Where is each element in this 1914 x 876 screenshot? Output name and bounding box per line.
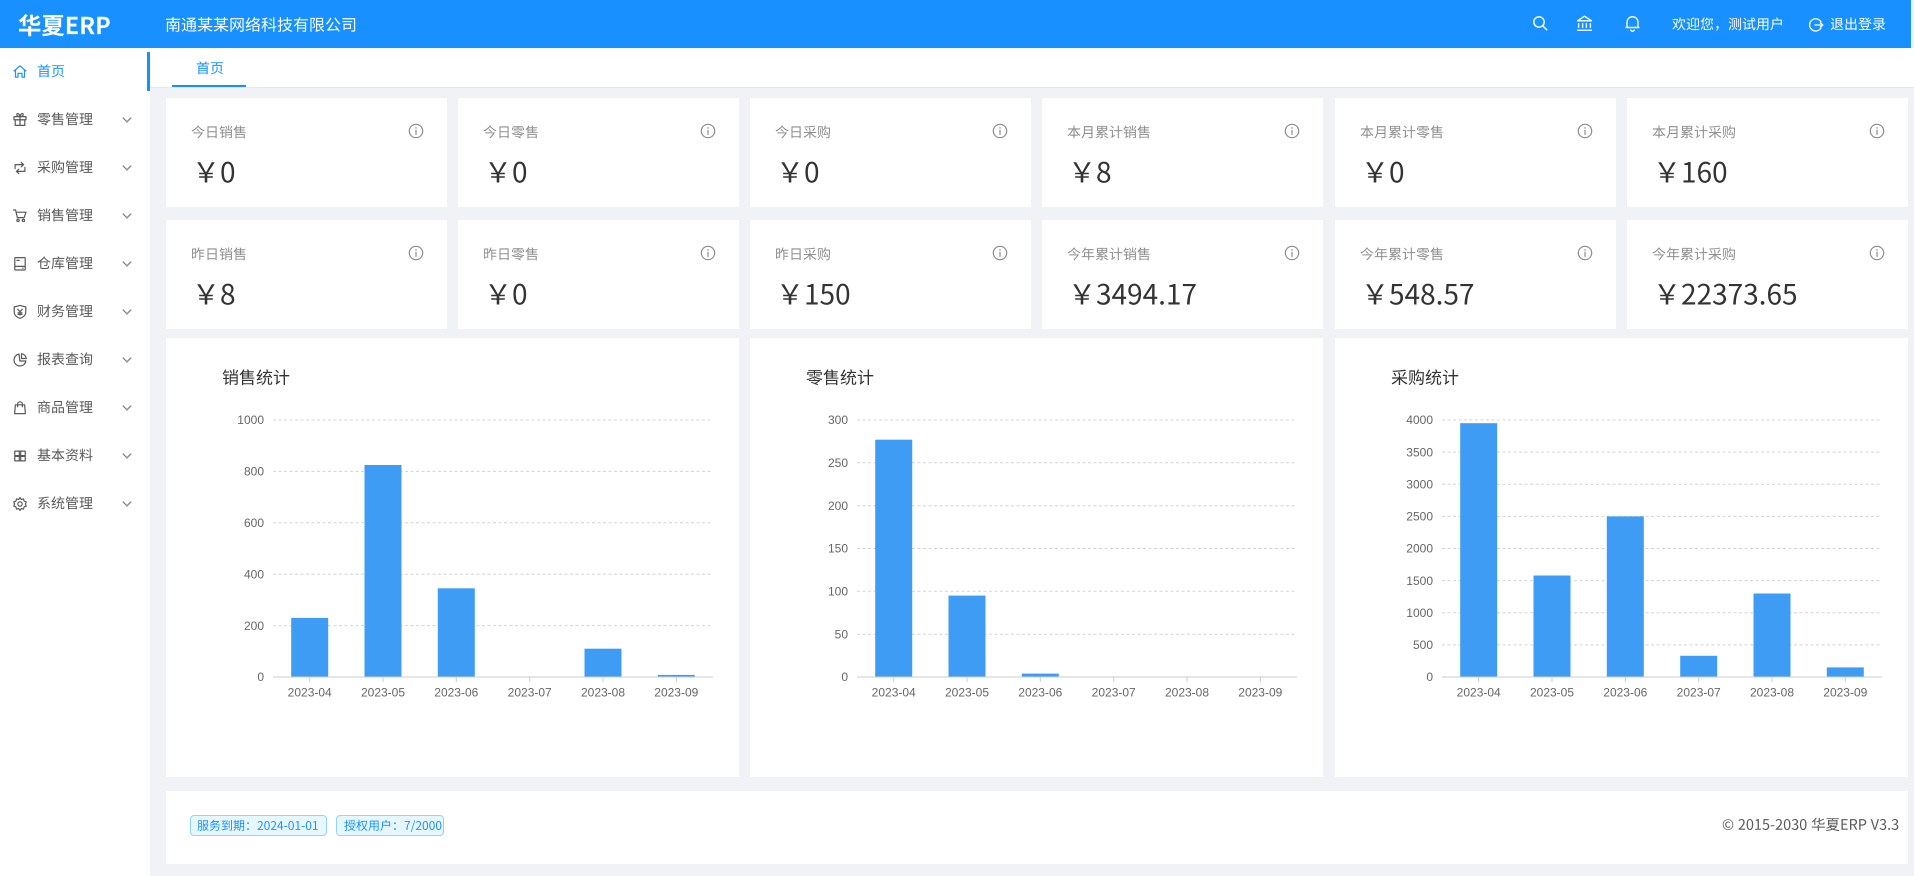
svg-text:2023-07: 2023-07 [1092,686,1136,700]
svg-text:500: 500 [1413,638,1433,652]
svg-text:2023-05: 2023-05 [361,686,405,700]
svg-text:3500: 3500 [1406,445,1433,459]
svg-text:400: 400 [244,567,264,581]
svg-text:2023-04: 2023-04 [1457,686,1501,700]
svg-text:50: 50 [835,627,849,641]
svg-text:2023-08: 2023-08 [1750,686,1794,700]
svg-text:2023-09: 2023-09 [1238,686,1282,700]
svg-text:2023-05: 2023-05 [1530,686,1574,700]
svg-text:600: 600 [244,516,264,530]
svg-text:1000: 1000 [237,413,264,427]
svg-text:2023-04: 2023-04 [288,686,332,700]
svg-text:2023-06: 2023-06 [1018,686,1062,700]
svg-text:150: 150 [828,542,848,556]
svg-text:0: 0 [841,670,848,684]
svg-text:2023-06: 2023-06 [434,686,478,700]
svg-text:200: 200 [828,499,848,513]
svg-text:800: 800 [244,465,264,479]
svg-text:300: 300 [828,413,848,427]
svg-text:0: 0 [1426,670,1433,684]
svg-text:200: 200 [244,619,264,633]
svg-text:3000: 3000 [1406,477,1433,491]
svg-text:2023-04: 2023-04 [872,686,916,700]
svg-text:2500: 2500 [1406,510,1433,524]
svg-text:2023-08: 2023-08 [581,686,625,700]
svg-text:2023-05: 2023-05 [945,686,989,700]
svg-text:2023-08: 2023-08 [1165,686,1209,700]
svg-text:2023-07: 2023-07 [508,686,552,700]
svg-text:2023-07: 2023-07 [1677,686,1721,700]
svg-text:1000: 1000 [1406,606,1433,620]
svg-text:2023-09: 2023-09 [654,686,698,700]
svg-text:2023-09: 2023-09 [1823,686,1867,700]
svg-text:0: 0 [257,670,264,684]
svg-text:100: 100 [828,585,848,599]
svg-text:1500: 1500 [1406,574,1433,588]
svg-text:4000: 4000 [1406,413,1433,427]
svg-text:2000: 2000 [1406,542,1433,556]
svg-text:2023-06: 2023-06 [1603,686,1647,700]
svg-text:250: 250 [828,456,848,470]
